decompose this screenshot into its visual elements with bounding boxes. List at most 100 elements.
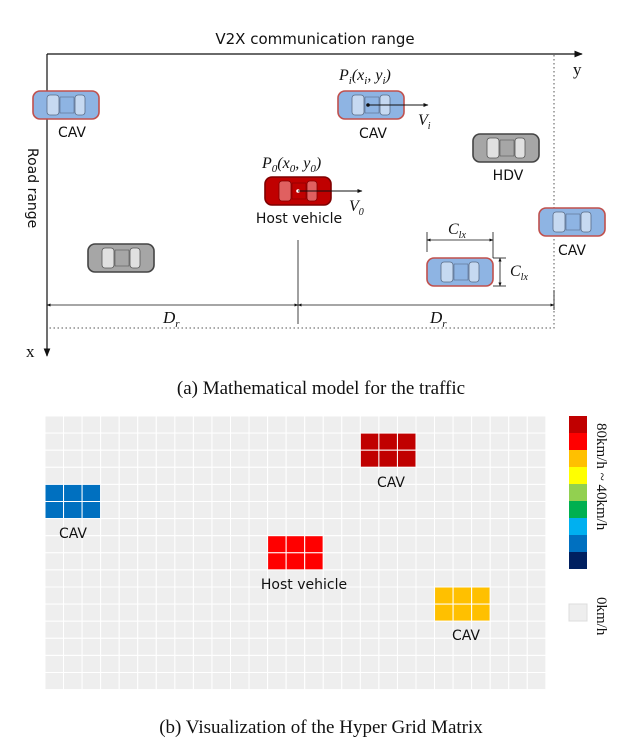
distance-left-label: Dr [162,308,180,330]
grid-cell [359,603,380,622]
grid-cell [452,415,473,434]
grid-cell [285,637,306,656]
grid-cell [248,672,269,691]
grid-cell [489,432,510,451]
grid-cell [211,432,231,451]
grid-cell [452,449,473,468]
grid-cell [174,466,194,485]
grid-cell [100,654,120,674]
grid-cell [471,552,491,571]
grid-cell [267,672,287,691]
grid-cell [471,518,491,537]
grid-cell [322,620,343,639]
cav-far-right-car [538,207,606,237]
grid-cell [359,569,380,588]
grid-cell [526,535,547,554]
grid-cell [248,415,269,434]
grid-cell [526,466,547,485]
grid-cell [81,415,102,434]
grid-cell [489,518,510,537]
grid-cell [341,672,361,691]
grid-cell [81,432,102,451]
grid-cell [155,432,176,451]
grid-cell [118,483,139,502]
grid-cell [285,415,306,434]
grid-cell [137,637,157,656]
grid-cell [192,586,213,605]
grid-cell [322,535,343,554]
grid-cell [137,501,157,520]
position-label-i: Pi(xi, yi) [338,67,391,87]
grid-cell [489,654,510,674]
grid-cell [322,415,343,434]
grid-cell [396,501,417,520]
grid-cell [378,586,398,605]
grid-cell [434,432,454,451]
grid-cell [396,620,417,639]
grid-cell [452,569,473,588]
grid-cell [248,449,269,468]
grid-cell [174,501,194,520]
grid-cell [192,672,213,691]
grid-cell [155,535,176,554]
grid-cell [118,415,139,434]
cav-far-right-label: CAV [558,243,586,259]
grid-cell [341,415,361,434]
grid-cell [211,449,231,468]
grid-cell [396,432,417,451]
grid-cell [100,518,120,537]
grid-cell [118,672,139,691]
grid-cell [211,637,231,656]
legend-swatch [569,501,587,518]
grid-cell [452,552,473,571]
grid-cell [230,432,250,451]
grid-cell [211,535,231,554]
grid-cell [526,552,547,571]
grid-cell [341,466,361,485]
grid-cell [396,569,417,588]
grid-cell [174,552,194,571]
grid-cell [526,432,547,451]
grid-cell [63,483,83,502]
host-vehicle-label: Host vehicle [256,211,342,227]
grid-cell [378,415,398,434]
grid-cell [378,432,398,451]
grid-cell [489,415,510,434]
grid-cell [415,518,436,537]
grid-cell [63,466,83,485]
grid-cell [267,432,287,451]
grid-cell [304,483,324,502]
legend-swatch [569,467,587,484]
grid-cell [285,552,306,571]
grid-cell [415,449,436,468]
grid-cell [489,603,510,622]
grid-cell [322,654,343,674]
legend-swatch [569,484,587,501]
grid-cell [192,654,213,674]
grid-cell [137,483,157,502]
caption-a: (a) Mathematical model for the traffic [177,378,465,399]
grid-cell [526,672,547,691]
distance-right-label: Dr [429,308,447,330]
grid-cell [155,483,176,502]
grid-cell [100,535,120,554]
grid-cell [285,432,306,451]
grid-cell [44,501,65,520]
velocity-label-i: Vi [418,112,431,132]
grid-cell [359,620,380,639]
grid-cell [304,535,324,554]
grid-cell [174,654,194,674]
grid-cell [267,654,287,674]
grid-cell [267,466,287,485]
grid-cell [81,672,102,691]
grid-cell [526,603,547,622]
grid-cell [434,483,454,502]
grid-cell [192,466,213,485]
grid-cell [248,501,269,520]
grid-cell [304,501,324,520]
grid-cell [100,586,120,605]
grid-cell [285,620,306,639]
grid-cell [211,620,231,639]
grid-cell [230,586,250,605]
grid-cell [248,466,269,485]
